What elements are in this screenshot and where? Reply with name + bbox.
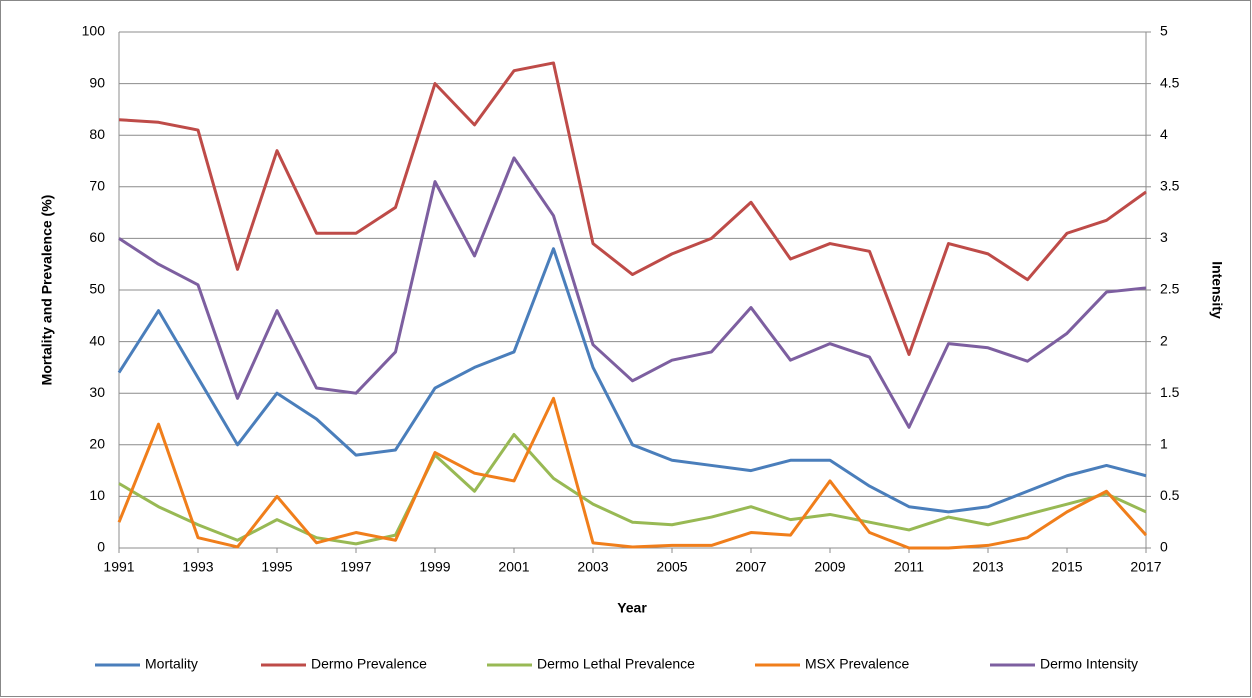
x-tick-label: 2015 — [1051, 559, 1082, 575]
legend-label: Dermo Prevalence — [311, 656, 427, 672]
x-tick-label: 1993 — [182, 559, 213, 575]
y2-tick-label: 1.5 — [1160, 384, 1180, 400]
y-tick-label: 50 — [89, 281, 105, 297]
legend-label: MSX Prevalence — [805, 656, 909, 672]
legend-label: Mortality — [145, 656, 198, 672]
y-tick-label: 80 — [89, 126, 105, 142]
y2-tick-label: 3.5 — [1160, 178, 1180, 194]
y-tick-label: 100 — [82, 23, 106, 39]
y-tick-label: 20 — [89, 436, 105, 452]
x-tick-label: 2011 — [894, 559, 924, 575]
y-tick-label: 60 — [89, 229, 105, 245]
x-tick-label: 2017 — [1130, 559, 1161, 575]
y-tick-label: 0 — [97, 539, 105, 555]
x-tick-label: 1999 — [419, 559, 450, 575]
y-tick-label: 10 — [89, 487, 105, 503]
series-line — [118, 432, 1147, 546]
y2-axis-title: Intensity — [1209, 261, 1225, 319]
y-tick-label: 30 — [89, 384, 105, 400]
y-tick-label: 90 — [89, 74, 105, 90]
series-line — [117, 247, 1147, 514]
y2-tick-label: 2 — [1160, 332, 1168, 348]
x-tick-label: 1995 — [261, 559, 292, 575]
y-axis-title: Mortality and Prevalence (%) — [39, 195, 55, 386]
y2-tick-label: 3 — [1160, 229, 1168, 245]
y2-tick-label: 2.5 — [1160, 281, 1180, 297]
y2-tick-label: 5 — [1160, 23, 1168, 39]
x-tick-label: 2013 — [972, 559, 1003, 575]
x-tick-label: 2009 — [814, 559, 845, 575]
y2-tick-label: 0.5 — [1160, 487, 1180, 503]
y2-tick-label: 4 — [1160, 126, 1168, 142]
series-line — [118, 156, 1147, 429]
y2-tick-label: 1 — [1160, 436, 1168, 452]
x-tick-label: 1997 — [340, 559, 371, 575]
series-line — [118, 61, 1147, 356]
legend-label: Dermo Intensity — [1040, 656, 1138, 672]
x-tick-label: 1991 — [103, 559, 134, 575]
y-tick-label: 40 — [89, 332, 105, 348]
y2-tick-label: 0 — [1160, 539, 1168, 555]
x-axis-title: Year — [617, 600, 647, 616]
legend-label: Dermo Lethal Prevalence — [537, 656, 695, 672]
y2-tick-label: 4.5 — [1160, 74, 1180, 90]
x-tick-label: 2005 — [656, 559, 687, 575]
series-line — [117, 396, 1148, 550]
x-tick-label: 2007 — [735, 559, 766, 575]
y-tick-label: 70 — [89, 178, 105, 194]
x-tick-label: 2001 — [498, 559, 529, 575]
x-tick-label: 2003 — [577, 559, 608, 575]
